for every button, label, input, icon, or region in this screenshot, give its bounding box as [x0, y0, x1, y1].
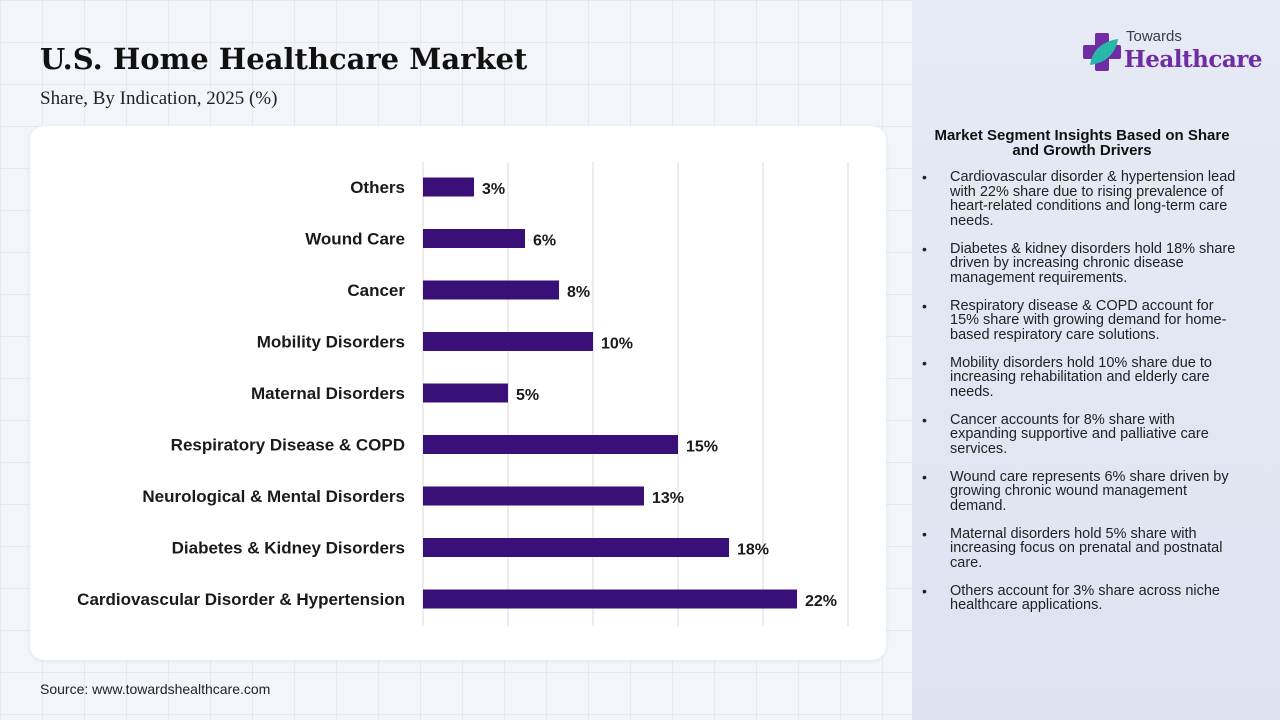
towards-healthcare-logo: Towards Healthcare — [1082, 28, 1263, 78]
bar — [423, 486, 644, 506]
source-note: Source: www.towardshealthcare.com — [40, 681, 271, 697]
insight-item: • Cardiovascular disorder & hypertension … — [922, 170, 1244, 228]
bullet-icon: • — [922, 169, 927, 185]
bullet-icon: • — [922, 297, 927, 314]
category-label: Cancer — [347, 281, 405, 300]
insight-text: Others account for 3% share across niche… — [950, 582, 1220, 613]
logo-text-healthcare: Healthcare — [1124, 46, 1263, 73]
insight-text: Cardiovascular disorder & hypertension l… — [950, 169, 1236, 229]
data-label: 15% — [686, 439, 718, 456]
category-label: Diabetes & Kidney Disorders — [172, 539, 405, 558]
bar — [423, 177, 474, 197]
data-label: 3% — [482, 181, 505, 198]
insight-text: Mobility disorders hold 10% share due to… — [950, 354, 1212, 400]
bullet-icon: • — [922, 525, 927, 542]
insight-text: Maternal disorders hold 5% share with in… — [950, 525, 1223, 571]
bar — [423, 538, 729, 557]
data-label: 22% — [805, 593, 837, 610]
insight-text: Wound care represents 6% share driven by… — [950, 468, 1229, 514]
insights-heading: Market Segment Insights Based on Share a… — [934, 127, 1230, 159]
insight-item: • Mobility disorders hold 10% share due t… — [922, 354, 1244, 400]
bar — [423, 589, 797, 609]
insight-item: • Respiratory disease & COPD account for … — [922, 297, 1244, 343]
insight-item: • Wound care represents 6% share driven b… — [922, 468, 1244, 514]
logo-text-towards: Towards — [1126, 28, 1182, 45]
bar — [423, 332, 593, 351]
insight-text: Diabetes & kidney disorders hold 18% sha… — [950, 240, 1236, 286]
insight-text: Respiratory disease & COPD account for 1… — [950, 297, 1227, 343]
insight-item: • Others account for 3% share across nich… — [922, 582, 1244, 613]
category-label: Cardiovascular Disorder & Hypertension — [77, 590, 405, 609]
chart-card: Others 3% Wound Care 6% Cancer 8% Mobility Dis… — [30, 126, 886, 660]
bar — [423, 435, 678, 454]
bullet-icon: • — [922, 354, 927, 371]
category-label: Neurological & Mental Disorders — [142, 487, 405, 506]
bullet-icon: • — [922, 240, 927, 257]
page-title: U.S. Home Healthcare Market — [40, 42, 528, 76]
category-label: Respiratory Disease & COPD — [171, 436, 405, 455]
bar — [423, 383, 508, 403]
data-label: 5% — [516, 387, 539, 404]
bar — [423, 229, 525, 248]
category-label: Mobility Disorders — [257, 333, 405, 352]
insight-item: • Maternal disorders hold 5% share with i… — [922, 525, 1244, 571]
data-label: 18% — [737, 542, 769, 559]
bar — [423, 280, 559, 300]
bullet-icon: • — [922, 411, 927, 428]
insight-item: • Cancer accounts for 8% share with expan… — [922, 411, 1244, 457]
bullet-icon: • — [922, 582, 927, 599]
data-label: 10% — [601, 336, 633, 353]
bar-chart: Others 3% Wound Care 6% Cancer 8% Mobility Dis… — [77, 162, 849, 626]
insight-text: Cancer accounts for 8% share with expand… — [950, 411, 1209, 457]
cross-leaf-icon — [1083, 33, 1121, 71]
data-label: 13% — [652, 490, 684, 507]
bullet-icon: • — [922, 468, 927, 485]
data-label: 6% — [533, 233, 556, 250]
category-label: Wound Care — [305, 230, 405, 249]
insights-list: • Cardiovascular disorder & hypertension … — [922, 170, 1244, 626]
data-label: 8% — [567, 284, 590, 301]
insight-item: • Diabetes & kidney disorders hold 18% sh… — [922, 240, 1244, 286]
insights-panel — [912, 0, 1280, 720]
category-label: Maternal Disorders — [251, 384, 405, 403]
page-subtitle: Share, By Indication, 2025 (%) — [40, 88, 278, 109]
category-label: Others — [350, 178, 405, 197]
